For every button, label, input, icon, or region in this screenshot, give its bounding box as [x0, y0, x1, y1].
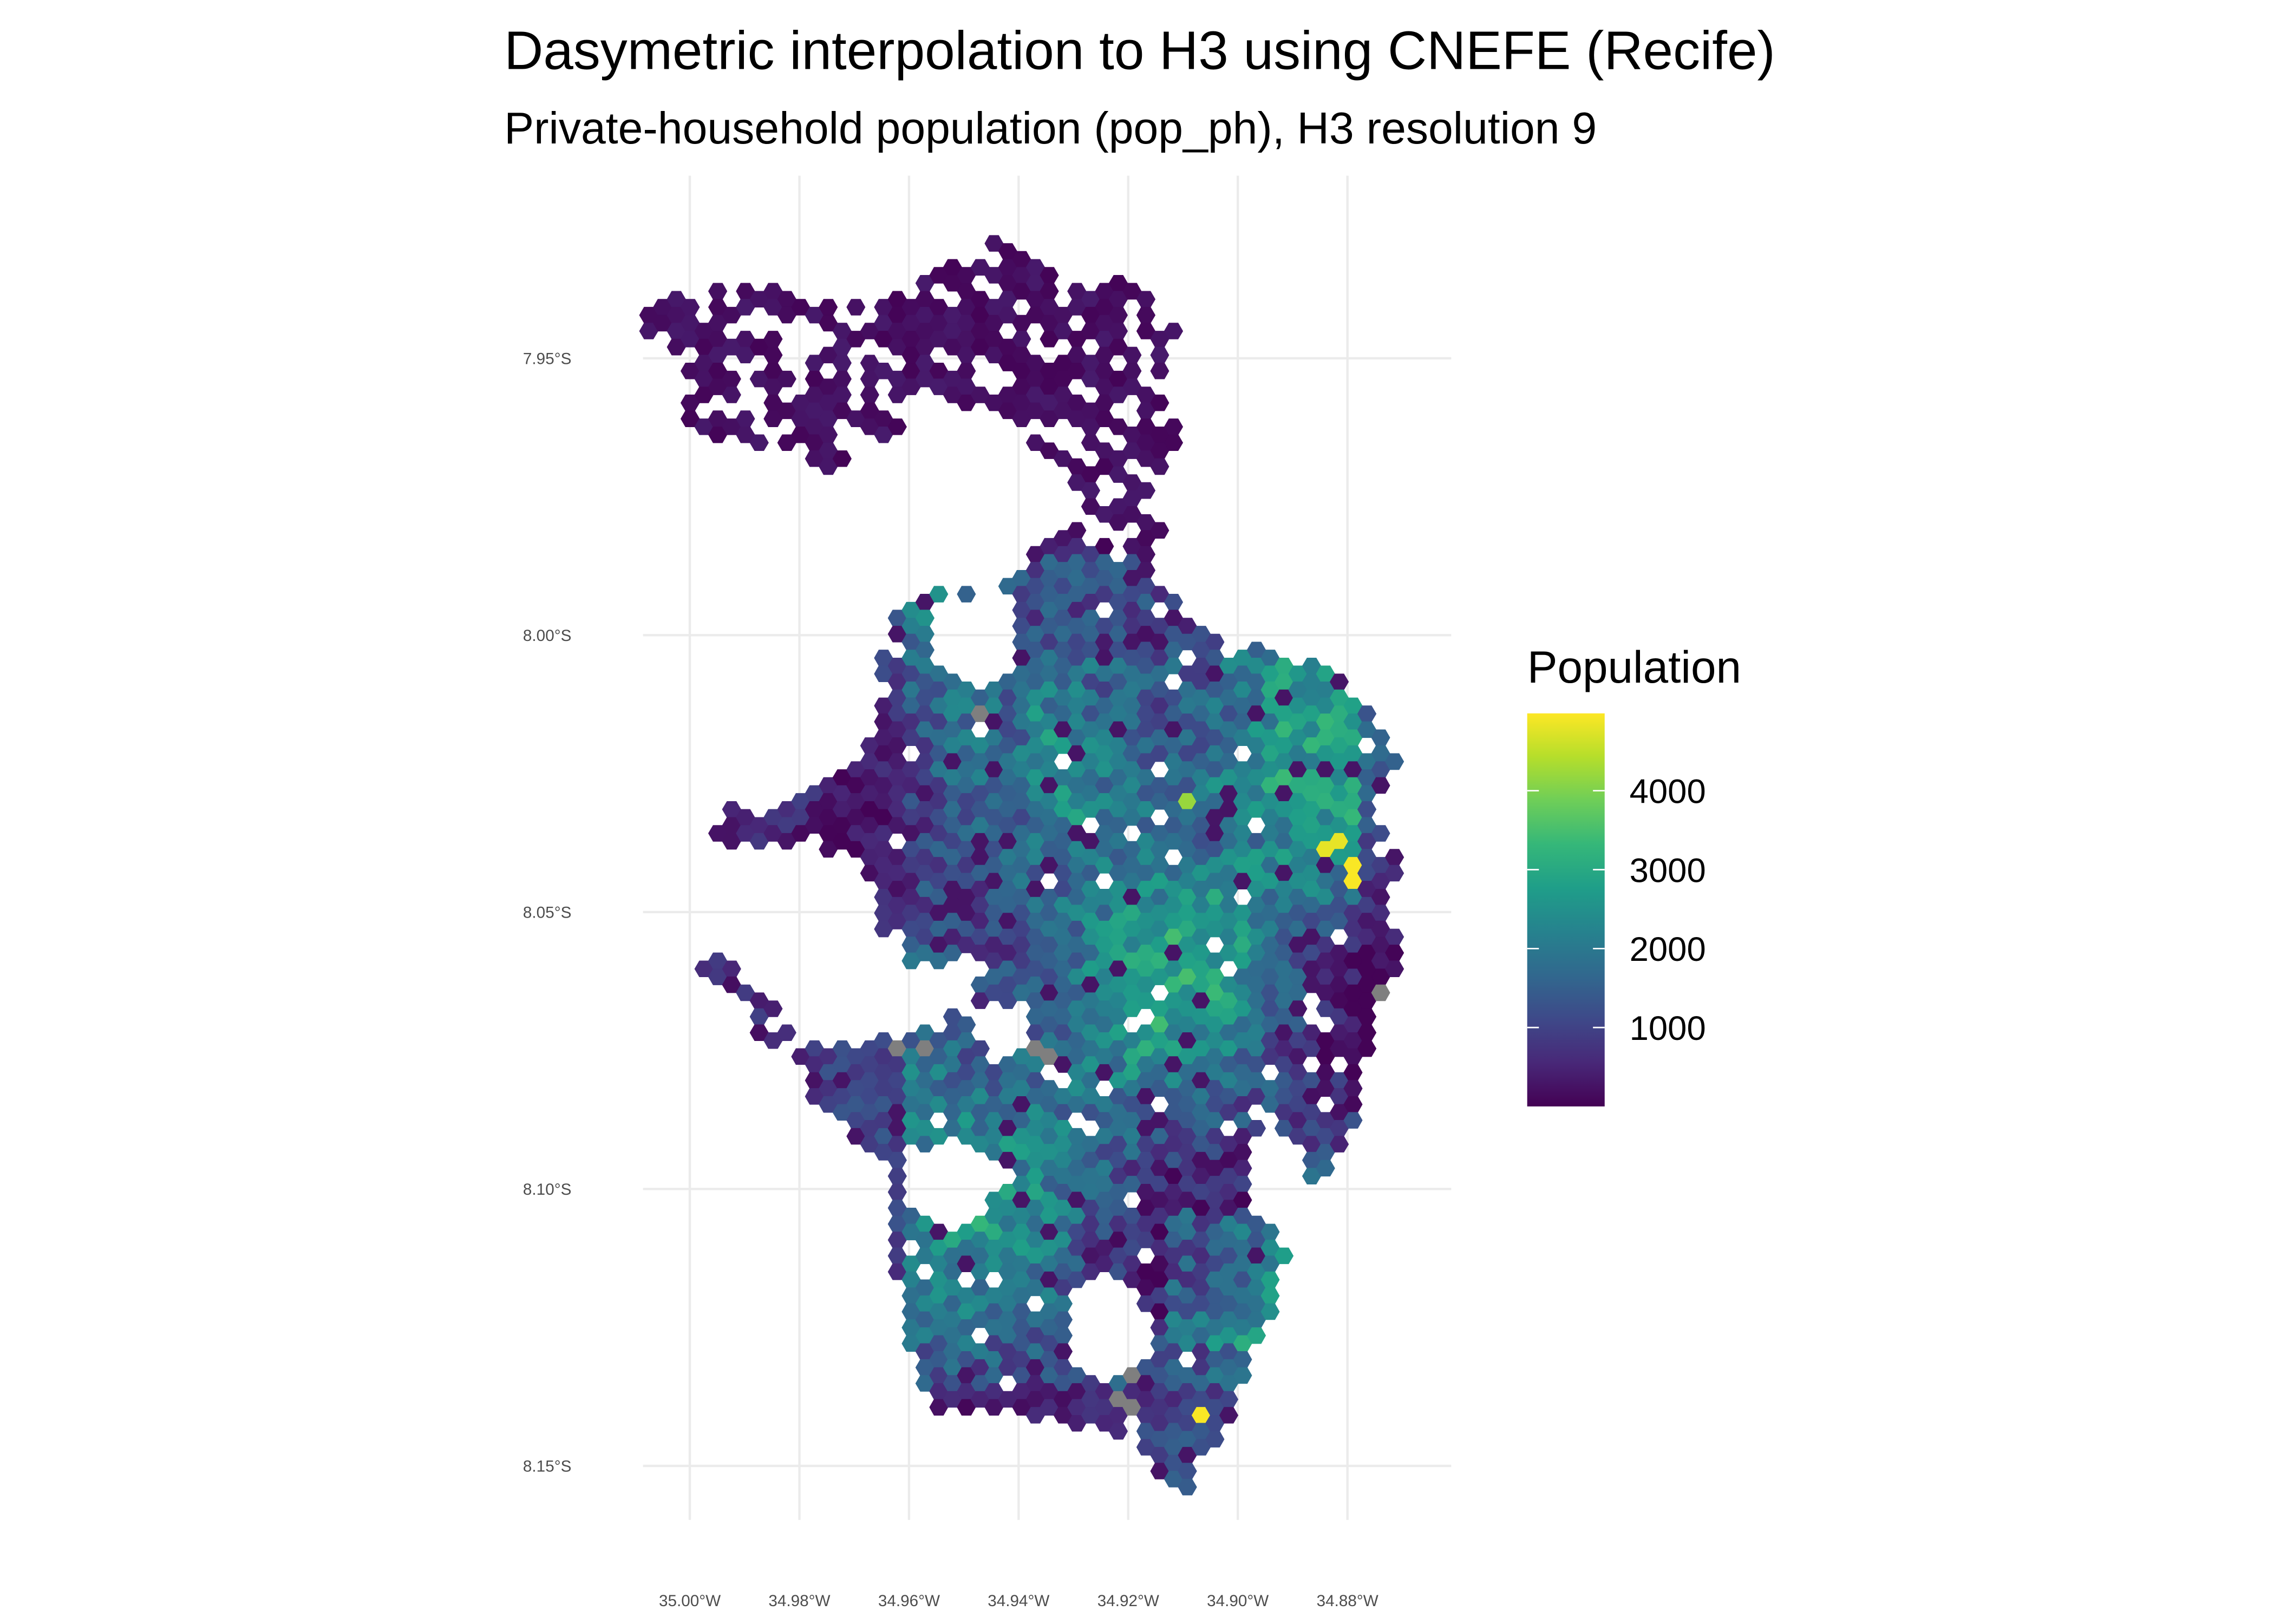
hex-cell-na [1371, 984, 1390, 1001]
chart-title: Dasymetric interpolation to H3 using CNE… [504, 21, 1775, 81]
hex-cell [1246, 1327, 1266, 1344]
x-tick-label: 34.96°W [878, 1592, 940, 1610]
hex-layer [639, 235, 1404, 1496]
x-tick-label: 34.90°W [1207, 1592, 1269, 1610]
x-tick-label: 34.88°W [1317, 1592, 1378, 1610]
hex-cell [777, 370, 796, 388]
y-tick-label: 8.00°S [523, 627, 571, 645]
hex-cell [846, 299, 866, 316]
y-tick-label: 8.15°S [523, 1458, 571, 1476]
hex-cell [887, 1168, 907, 1185]
hex-cell [1384, 865, 1404, 882]
hex-cell [1329, 1136, 1349, 1152]
hex-cell [1384, 960, 1404, 978]
hex-cell [763, 1000, 783, 1017]
hex-cell [887, 418, 907, 435]
legend-title: Population [1527, 641, 1741, 692]
legend-colorbar [1527, 713, 1605, 1106]
x-tick-label: 35.00°W [659, 1592, 721, 1610]
hex-cell [1371, 825, 1390, 842]
hex-cell [887, 1183, 907, 1201]
hex-cell [1219, 1407, 1239, 1424]
y-tick-label: 8.10°S [523, 1181, 571, 1199]
hex-cell [1150, 346, 1169, 364]
x-axis-ticks: 35.00°W 34.98°W 34.96°W 34.94°W 34.92°W 34.90… [659, 1592, 1378, 1610]
hex-cell [1108, 1423, 1128, 1440]
hex-cell [1343, 1112, 1363, 1129]
y-tick-label: 8.05°S [523, 904, 571, 922]
legend-tick-label: 3000 [1630, 852, 1706, 889]
hex-cell [1205, 1431, 1225, 1448]
y-tick-label: 7.95°S [523, 350, 571, 368]
hex-cell [1136, 482, 1156, 499]
hex-cell [1246, 1119, 1266, 1137]
hex-cell [1178, 1478, 1197, 1496]
hex-cell [832, 450, 852, 467]
hex-cell [722, 387, 741, 403]
hex-cell [1384, 753, 1404, 770]
hex-cell [957, 586, 976, 603]
legend-tick-label: 1000 [1630, 1010, 1706, 1047]
hex-cell [749, 434, 769, 451]
hex-cell [860, 387, 879, 403]
hex-cell [1150, 362, 1169, 379]
x-tick-label: 34.98°W [768, 1592, 830, 1610]
chart-subtitle: Private-household population (pop_ph), H… [504, 103, 1597, 153]
hex-cell [1150, 522, 1169, 539]
hex-cell [1136, 306, 1156, 324]
hex-cell [708, 283, 728, 300]
hex-cell [1260, 1303, 1280, 1320]
legend: Population 4000 3000 2000 1000 [1527, 641, 1741, 1106]
y-axis-ticks: 7.95°S 8.00°S 8.05°S 8.10°S 8.15°S [523, 350, 571, 1476]
hex-cell [1371, 777, 1390, 794]
hex-cell [777, 1024, 796, 1041]
hex-cell [1357, 1040, 1377, 1057]
hex-cell [1164, 434, 1184, 451]
hex-cell [1164, 323, 1184, 339]
hex-cell [1150, 394, 1169, 411]
x-tick-label: 34.92°W [1097, 1592, 1159, 1610]
x-tick-label: 34.94°W [988, 1592, 1049, 1610]
legend-tick-label: 2000 [1630, 931, 1706, 968]
hex-cell [1233, 1367, 1252, 1384]
hex-cell [1274, 1247, 1294, 1265]
legend-tick-label: 4000 [1630, 773, 1706, 811]
hex-cell [929, 586, 949, 603]
hex-cell [1316, 1160, 1335, 1177]
hex-cell [1150, 458, 1169, 475]
